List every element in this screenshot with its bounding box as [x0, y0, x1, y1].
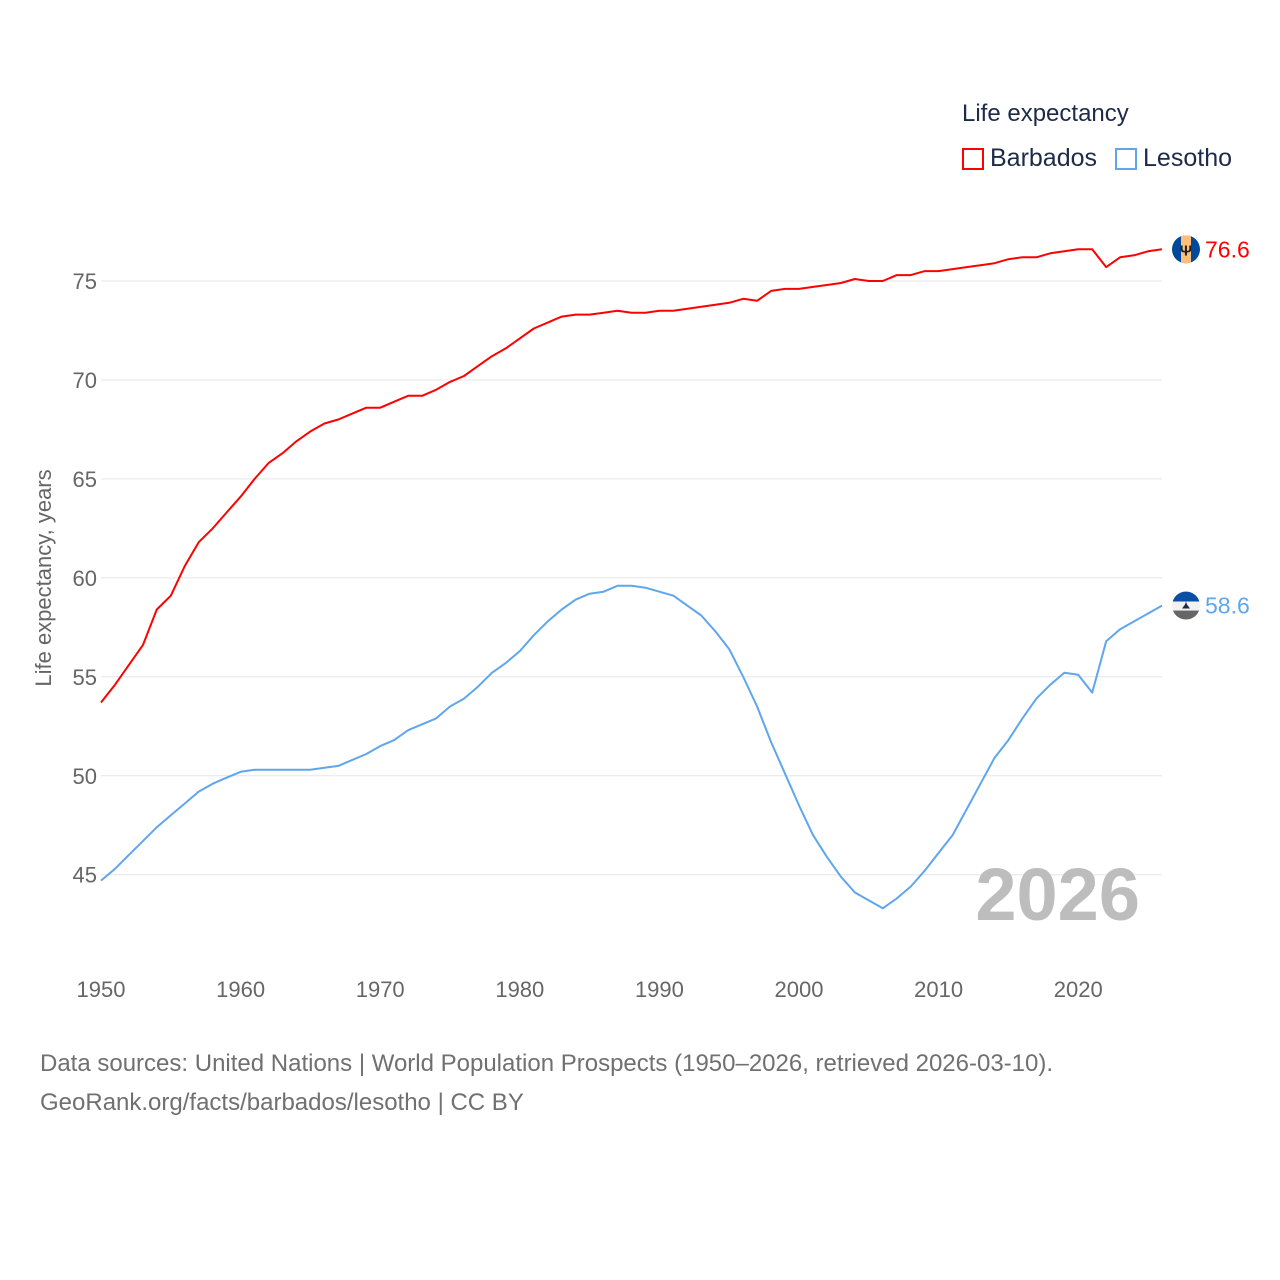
y-tick-label: 60 [73, 566, 97, 591]
flag-body: Ψ [1172, 235, 1200, 264]
series-line-barbados [100, 248, 1163, 704]
y-tick-label: 70 [73, 368, 97, 393]
y-tick-label: 50 [73, 764, 97, 789]
source-note: Data sources: United Nations | World Pop… [40, 1044, 1053, 1122]
flag-band [1172, 591, 1200, 602]
legend: Barbados Lesotho [962, 144, 1232, 173]
end-label-barbados: 76.6 [1205, 236, 1250, 262]
trident-icon: Ψ [1180, 242, 1192, 259]
hat-icon [1182, 601, 1190, 609]
flag-icon-lesotho [1172, 591, 1200, 620]
flag-body [1172, 591, 1200, 620]
x-tick-label: 2000 [775, 977, 824, 1002]
legend-label-lesotho: Lesotho [1143, 144, 1232, 172]
x-tick-label: 2010 [914, 977, 963, 1002]
x-tick-label: 1990 [635, 977, 684, 1002]
year-watermark: 2026 [975, 853, 1140, 936]
x-tick-label: 1960 [216, 977, 265, 1002]
end-labels: Ψ 76.6 58.6 [1172, 235, 1250, 620]
x-tick-label: 1980 [495, 977, 544, 1002]
x-tick-label: 1970 [356, 977, 405, 1002]
source-line-1: Data sources: United Nations | World Pop… [40, 1050, 1054, 1077]
x-tick-label: 2020 [1054, 977, 1103, 1002]
flag-band [1172, 610, 1200, 620]
y-tick-label: 65 [73, 467, 97, 492]
y-axis-label: Life expectancy, years [31, 469, 56, 686]
series-line-lesotho [100, 584, 1163, 910]
axis-ticks: 45 50 55 60 65 70 75 1950 1960 1970 1980 1990 2000 20… [73, 269, 1103, 1002]
legend-title: Life expectancy [962, 100, 1129, 127]
legend-item-lesotho[interactable]: Lesotho [1115, 144, 1232, 173]
y-tick-label: 75 [73, 269, 97, 294]
end-label-lesotho: 58.6 [1205, 593, 1250, 619]
legend-label-barbados: Barbados [990, 144, 1098, 172]
y-tick-label: 45 [73, 863, 97, 888]
y-tick-label: 55 [73, 665, 97, 690]
flag-icon-barbados: Ψ [1172, 235, 1200, 264]
x-tick-label: 1950 [77, 977, 126, 1002]
source-line-2[interactable]: GeoRank.org/facts/barbados/lesotho | CC … [40, 1089, 524, 1116]
series-lines [100, 248, 1163, 910]
legend-swatch-lesotho [1115, 147, 1138, 170]
legend-swatch-barbados [962, 147, 984, 170]
flag-band [1181, 235, 1191, 264]
gridlines [101, 280, 1162, 876]
legend-item-barbados[interactable]: Barbados [962, 144, 1097, 173]
